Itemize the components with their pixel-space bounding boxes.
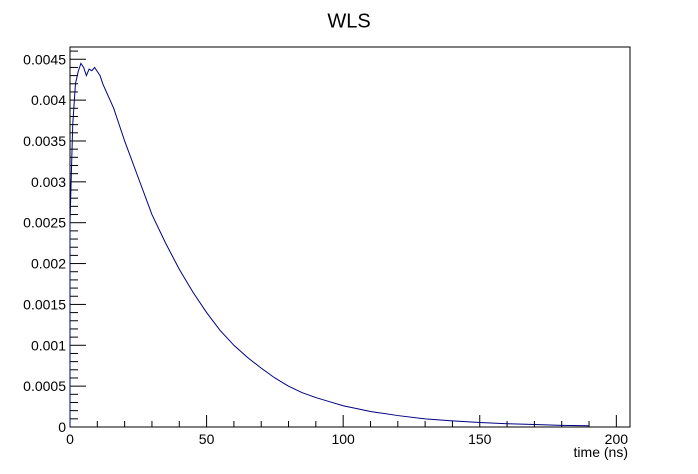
y-tick-label: 0.0035 xyxy=(23,133,66,149)
y-tick-label: 0.003 xyxy=(31,174,66,190)
y-tick-label: 0 xyxy=(58,419,66,435)
y-tick-label: 0.002 xyxy=(31,256,66,272)
tick-labels: 0 50 100 150 200 0 0.0005 0.001 0.0015 0.002 0.002… xyxy=(23,51,628,447)
chart-title: WLS xyxy=(327,10,370,32)
x-tick-label: 50 xyxy=(199,431,215,447)
y-tick-label: 0.0025 xyxy=(23,215,66,231)
y-tick-label: 0.0015 xyxy=(23,296,66,312)
x-tick-label: 200 xyxy=(605,431,629,447)
y-tick-label: 0.0005 xyxy=(23,378,66,394)
x-axis-label: time (ns) xyxy=(574,444,628,460)
axis-ticks xyxy=(69,50,617,428)
y-tick-label: 0.001 xyxy=(31,337,66,353)
x-tick-label: 0 xyxy=(66,431,74,447)
series-line xyxy=(69,62,590,427)
y-tick-label: 0.0045 xyxy=(23,51,66,67)
y-tick-label: 0.004 xyxy=(31,92,66,108)
x-tick-label: 100 xyxy=(331,431,355,447)
x-tick-label: 150 xyxy=(468,431,492,447)
plot-frame xyxy=(69,46,631,428)
